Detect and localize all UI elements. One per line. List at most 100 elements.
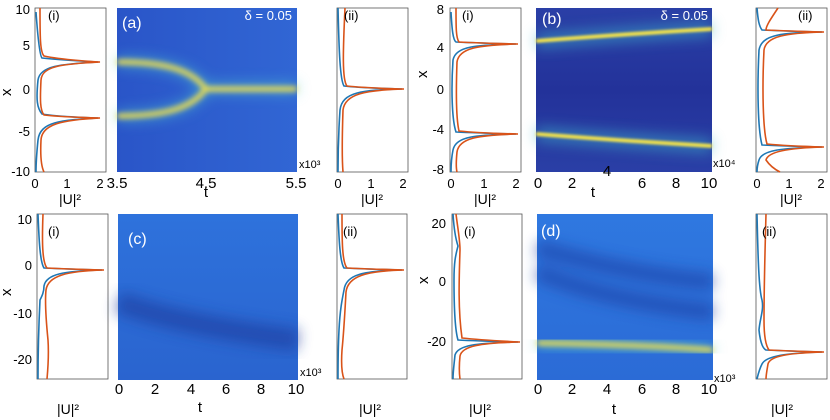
x-axis-label: |U|² bbox=[59, 191, 81, 207]
y-tick: 0 bbox=[439, 274, 446, 289]
profile-curve-blue bbox=[35, 11, 99, 173]
profile-curve-blue bbox=[452, 213, 519, 380]
y-tick: -10 bbox=[11, 164, 30, 179]
panel-c: (i) 10 0 -10 -20 x |U|² (c) 0 2 4 6 8 bbox=[0, 212, 408, 417]
panel-b-heatmap: (b) δ = 0.05 0 2 4 6 8 10 t x10⁴ bbox=[534, 8, 736, 201]
x-tick: 4 bbox=[603, 381, 611, 398]
y-tick: -8 bbox=[432, 162, 444, 177]
panel-c-profile-i: (i) 10 0 -10 -20 x |U|² bbox=[0, 212, 109, 417]
side-label: (i) bbox=[48, 224, 60, 239]
x-tick: 0 bbox=[447, 176, 454, 191]
x-tick: 1 bbox=[480, 176, 487, 191]
panel-b-profile-i: (i) 8 4 0 -4 -8 x 0 1 2 |U|² bbox=[414, 2, 522, 207]
x-tick: 4.5 bbox=[196, 175, 217, 192]
panel-a-heatmap: (a) δ = 0.05 3.5 4.5 5.5 t x10³ bbox=[107, 8, 321, 201]
x-axis-label: |U|² bbox=[361, 191, 383, 207]
x-tick: 2 bbox=[568, 175, 576, 192]
side-label: (ii) bbox=[798, 8, 812, 23]
profile-curve-orange bbox=[341, 7, 405, 173]
y-tick: 0 bbox=[23, 82, 30, 97]
profile-curve-orange bbox=[762, 7, 825, 173]
x-tick: 8 bbox=[672, 175, 680, 192]
profile-curve-orange bbox=[41, 213, 105, 380]
x-tick: 0 bbox=[534, 175, 542, 192]
panel-d-profile-ii: (ii) |U|² bbox=[755, 213, 828, 417]
profile-curve-orange bbox=[455, 213, 521, 380]
x-tick: 8 bbox=[672, 381, 680, 398]
x-tick: 6 bbox=[222, 381, 230, 398]
profile-curve-blue bbox=[756, 213, 823, 380]
x-tick: 2 bbox=[96, 176, 103, 191]
profile-curve-orange bbox=[455, 7, 519, 173]
x-tick: 0 bbox=[115, 381, 123, 398]
x-axis-label: t bbox=[204, 184, 209, 201]
x-tick: 1 bbox=[785, 176, 792, 191]
x-multiplier: x10³ bbox=[300, 367, 322, 379]
dark-track-upper bbox=[534, 240, 714, 290]
side-label: (i) bbox=[48, 8, 60, 23]
x-tick: 0 bbox=[534, 381, 542, 398]
y-tick: 0 bbox=[437, 82, 444, 97]
profile-curve-blue bbox=[450, 11, 517, 173]
x-axis-label: |U|² bbox=[771, 401, 793, 417]
profile-curve-blue bbox=[337, 213, 403, 380]
bright-track-lower bbox=[535, 132, 713, 148]
x-tick: 8 bbox=[257, 381, 265, 398]
panel-b-profile-ii: (ii) 0 1 2 |U|² bbox=[753, 7, 828, 207]
x-tick: 6 bbox=[638, 175, 646, 192]
dark-track-lower bbox=[533, 264, 714, 320]
y-tick: 8 bbox=[437, 2, 444, 17]
side-label: (ii) bbox=[762, 224, 776, 239]
panel-b: (i) 8 4 0 -4 -8 x 0 1 2 |U|² (b) δ = 0.0… bbox=[414, 2, 828, 207]
profile-curve-orange bbox=[763, 213, 825, 380]
panel-a-profile-i: (i) 10 5 0 -5 -10 x 0 1 2 |U|² bbox=[0, 2, 107, 207]
x-tick: 10 bbox=[701, 381, 718, 398]
side-label: (ii) bbox=[344, 8, 358, 23]
x-axis-label: |U|² bbox=[474, 191, 496, 207]
x-tick: 2 bbox=[568, 381, 576, 398]
side-label: (i) bbox=[462, 8, 474, 23]
x-multiplier: x10³ bbox=[714, 373, 736, 385]
y-tick: 0 bbox=[25, 258, 32, 273]
panel-d-heatmap: (d) 0 2 4 6 8 10 t x10³ bbox=[534, 214, 736, 418]
x-axis-label: |U|² bbox=[57, 401, 79, 417]
x-tick: 3.5 bbox=[107, 175, 128, 192]
panel-c-heatmap: (c) 0 2 4 6 8 10 t x10³ bbox=[114, 214, 322, 416]
x-tick: 0 bbox=[753, 176, 760, 191]
x-tick: 2 bbox=[817, 176, 824, 191]
y-tick: -10 bbox=[13, 306, 32, 321]
x-multiplier: x10⁴ bbox=[713, 158, 736, 170]
x-tick: 5.5 bbox=[286, 175, 307, 192]
x-tick: 6 bbox=[638, 381, 646, 398]
panel-label: (b) bbox=[542, 11, 562, 28]
x-axis-label: t bbox=[612, 401, 617, 418]
x-tick: 10 bbox=[701, 175, 718, 192]
y-tick: 10 bbox=[16, 2, 30, 17]
x-axis-label: |U|² bbox=[469, 401, 491, 417]
x-axis-label: |U|² bbox=[359, 401, 381, 417]
profile-curve-orange bbox=[39, 7, 101, 173]
bright-track-upper bbox=[116, 59, 207, 90]
y-axis-label: x bbox=[0, 88, 15, 96]
side-label: (i) bbox=[464, 224, 476, 239]
y-tick: -4 bbox=[432, 122, 444, 137]
x-tick: 0 bbox=[31, 176, 38, 191]
x-tick: 0 bbox=[334, 176, 341, 191]
bright-track-upper bbox=[535, 27, 713, 43]
side-label: (ii) bbox=[343, 224, 357, 239]
x-tick: 10 bbox=[288, 381, 305, 398]
y-tick: -5 bbox=[18, 124, 30, 139]
y-axis-label: x bbox=[0, 288, 15, 296]
panel-d: (i) 20 0 -20 x |U|² (d) 0 2 4 6 8 bbox=[415, 213, 828, 418]
panel-d-profile-i: (i) 20 0 -20 x |U|² bbox=[415, 213, 523, 417]
y-tick: 10 bbox=[18, 212, 32, 227]
y-tick: -20 bbox=[13, 352, 32, 367]
x-tick: 1 bbox=[63, 176, 70, 191]
y-tick: 20 bbox=[432, 216, 446, 231]
panel-label: (d) bbox=[541, 223, 561, 240]
bright-track-lower bbox=[116, 88, 207, 119]
panel-a-profile-ii: (ii) 0 1 2 |U|² bbox=[334, 7, 409, 207]
profile-curve-blue bbox=[37, 213, 103, 380]
delta-label: δ = 0.05 bbox=[245, 8, 292, 23]
